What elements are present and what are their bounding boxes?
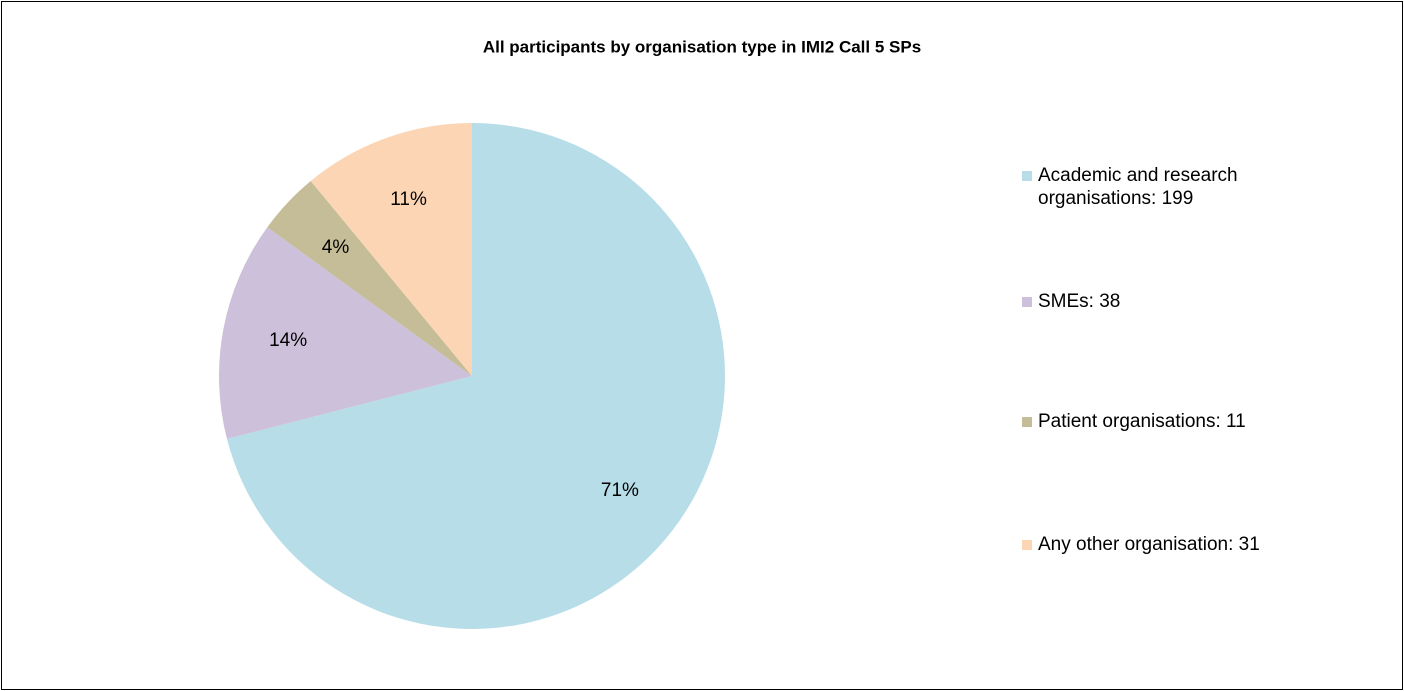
pie-slice [219,227,472,439]
pie-slice [226,123,725,629]
legend-item: Academic and research organisations: 199 [1022,164,1312,210]
legend-label: Academic and research organisations: 199 [1038,165,1238,209]
data-label: 4% [322,237,350,258]
legend-swatch [1022,171,1032,181]
pie-slice [267,181,472,376]
data-label: 14% [269,330,307,351]
legend-item: Patient organisations: 11 [1022,410,1312,433]
legend-label: SMEs: 38 [1038,291,1121,312]
legend-item: Any other organisation: 31 [1022,533,1312,556]
legend-swatch [1022,297,1032,307]
data-label: 71% [601,480,639,501]
legend-swatch [1022,417,1032,427]
legend-swatch [1022,540,1032,550]
data-label: 11% [390,189,427,210]
legend-label: Any other organisation: 31 [1038,534,1260,555]
legend-item: SMEs: 38 [1022,290,1312,313]
legend-label: Patient organisations: 11 [1038,411,1246,432]
pie-slice [310,123,472,376]
chart-title: All participants by organisation type in… [483,37,921,56]
